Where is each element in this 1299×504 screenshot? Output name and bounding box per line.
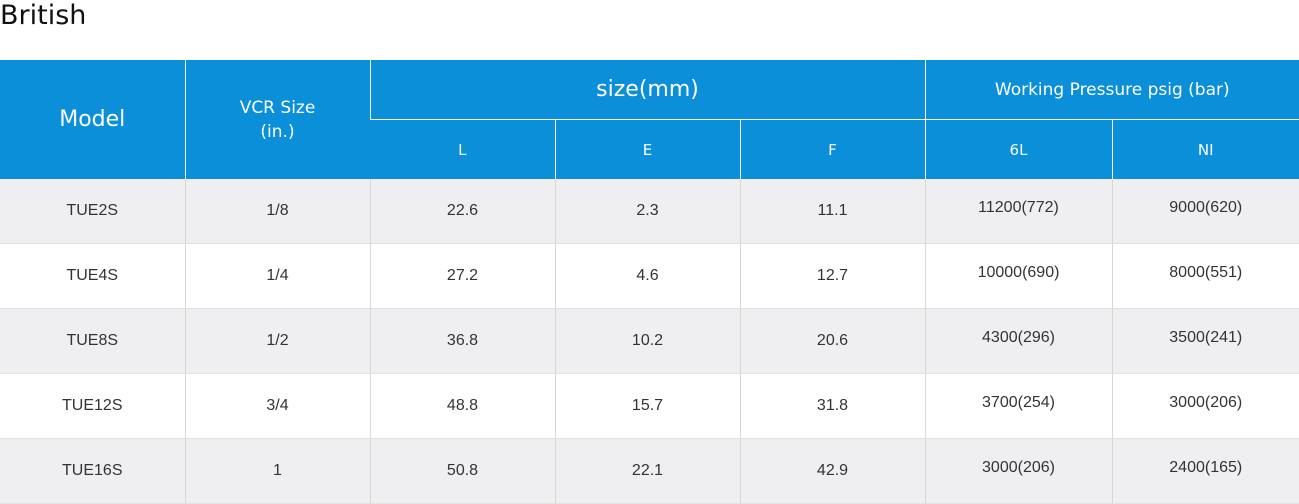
cell-e: 4.6 (554, 243, 740, 309)
cell-l: 36.8 (369, 308, 555, 374)
cell-ni: 8000(551) (1111, 243, 1299, 309)
cell-l: 27.2 (369, 243, 555, 309)
table-row: TUE2S 1/8 22.6 2.3 11.1 11200(772) 9000(… (0, 179, 1299, 244)
cell-ni: 9000(620) (1111, 179, 1299, 244)
header-6l: 6L (924, 119, 1112, 179)
cell-6l: 4300(296) (924, 308, 1112, 374)
cell-model: TUE8S (0, 308, 185, 374)
header-vcr-size: VCR Size (in.) (184, 60, 370, 179)
spec-table: Model VCR Size (in.) size(mm) Working Pr… (0, 60, 1299, 504)
header-size-group: size(mm) (369, 60, 925, 120)
cell-6l: 11200(772) (924, 179, 1112, 244)
header-vcr-size-line2: (in.) (260, 121, 295, 142)
header-row-2: L E F 6L NI (0, 119, 1299, 179)
cell-l: 50.8 (369, 438, 555, 504)
header-pressure-group: Working Pressure psig (bar) (924, 60, 1299, 120)
table-row: TUE4S 1/4 27.2 4.6 12.7 10000(690) 8000(… (0, 243, 1299, 309)
cell-f: 42.9 (739, 438, 925, 504)
cell-6l: 3700(254) (924, 373, 1112, 439)
cell-l: 48.8 (369, 373, 555, 439)
cell-vcr: 1 (184, 438, 370, 504)
cell-f: 20.6 (739, 308, 925, 374)
header-vcr-size-line1: VCR Size (239, 97, 316, 118)
cell-6l: 10000(690) (924, 243, 1112, 309)
cell-e: 2.3 (554, 179, 740, 244)
cell-model: TUE2S (0, 179, 185, 244)
cell-model: TUE12S (0, 373, 185, 439)
table-row: TUE8S 1/2 36.8 10.2 20.6 4300(296) 3500(… (0, 308, 1299, 374)
cell-ni: 3500(241) (1111, 308, 1299, 374)
cell-f: 11.1 (739, 179, 925, 244)
cell-vcr: 1/2 (184, 308, 370, 374)
cell-f: 31.8 (739, 373, 925, 439)
cell-ni: 2400(165) (1111, 438, 1299, 504)
header-model: Model (0, 60, 185, 179)
cell-vcr: 1/8 (184, 179, 370, 244)
header-ni: NI (1111, 119, 1299, 179)
table-row: TUE12S 3/4 48.8 15.7 31.8 3700(254) 3000… (0, 373, 1299, 439)
cell-l: 22.6 (369, 179, 555, 244)
cell-f: 12.7 (739, 243, 925, 309)
table-row: TUE16S 1 50.8 22.1 42.9 3000(206) 2400(1… (0, 438, 1299, 504)
cell-ni: 3000(206) (1111, 373, 1299, 439)
cell-e: 15.7 (554, 373, 740, 439)
header-e: E (554, 119, 740, 179)
page-title: British (0, 0, 87, 31)
header-l: L (370, 119, 555, 179)
cell-e: 22.1 (554, 438, 740, 504)
cell-model: TUE16S (0, 438, 185, 504)
cell-e: 10.2 (554, 308, 740, 374)
cell-model: TUE4S (0, 243, 185, 309)
header-row-1: Model VCR Size (in.) size(mm) Working Pr… (0, 60, 1299, 179)
header-f: F (739, 119, 925, 179)
cell-6l: 3000(206) (924, 438, 1112, 504)
cell-vcr: 3/4 (184, 373, 370, 439)
cell-vcr: 1/4 (184, 243, 370, 309)
